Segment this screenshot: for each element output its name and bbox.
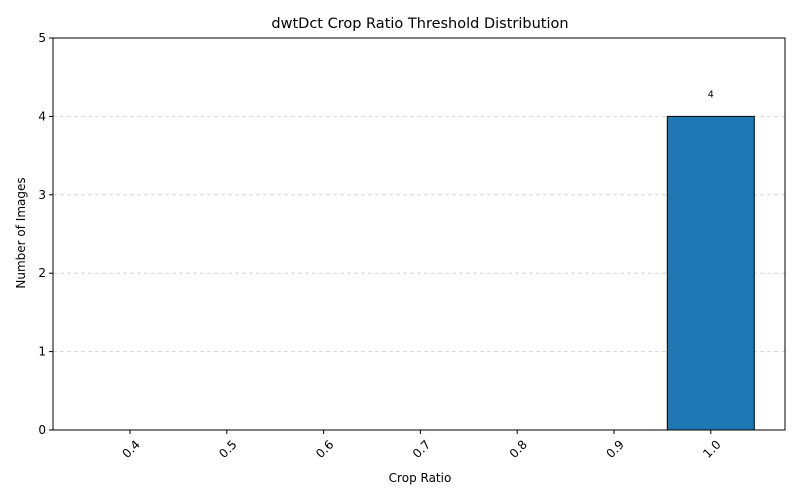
x-tick-label: 0.5	[216, 437, 239, 460]
x-tick-label: 0.4	[119, 437, 142, 460]
x-axis-ticks: 0.4 0.5 0.6 0.7 0.8 0.9 1.0	[119, 430, 724, 461]
y-tick-label: 5	[38, 31, 46, 45]
plot-frame	[52, 37, 786, 431]
chart-title: dwtDct Crop Ratio Threshold Distribution	[271, 16, 568, 32]
y-axis-label: Number of Images	[14, 177, 28, 288]
y-tick-label: 3	[38, 188, 46, 202]
bar-value-label: 4	[708, 89, 714, 100]
y-tick-label: 4	[38, 109, 46, 123]
x-tick-label: 0.9	[603, 437, 626, 460]
x-tick-label: 0.7	[410, 437, 433, 460]
bars	[86, 115, 755, 431]
grid-lines	[53, 116, 785, 353]
bar	[666, 115, 755, 431]
y-tick-label: 2	[38, 266, 46, 280]
x-tick-label: 1.0	[700, 437, 723, 460]
x-tick-label: 0.8	[507, 437, 530, 460]
y-tick-label: 0	[38, 423, 46, 437]
data-labels: 4	[708, 89, 714, 100]
y-tick-label: 1	[38, 345, 46, 359]
x-axis-label: Crop Ratio	[389, 471, 452, 485]
y-axis-ticks: 0 1 2 3 4 5	[38, 31, 53, 437]
x-tick-label: 0.6	[313, 437, 336, 460]
